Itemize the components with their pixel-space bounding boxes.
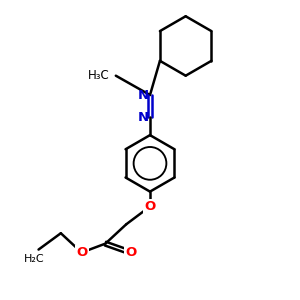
Text: O: O — [125, 246, 136, 259]
Text: H₃C: H₃C — [88, 69, 110, 82]
Text: N: N — [137, 111, 148, 124]
Text: N: N — [137, 88, 148, 101]
Text: O: O — [76, 246, 87, 259]
Text: O: O — [144, 200, 156, 213]
Text: H₂C: H₂C — [24, 254, 44, 264]
